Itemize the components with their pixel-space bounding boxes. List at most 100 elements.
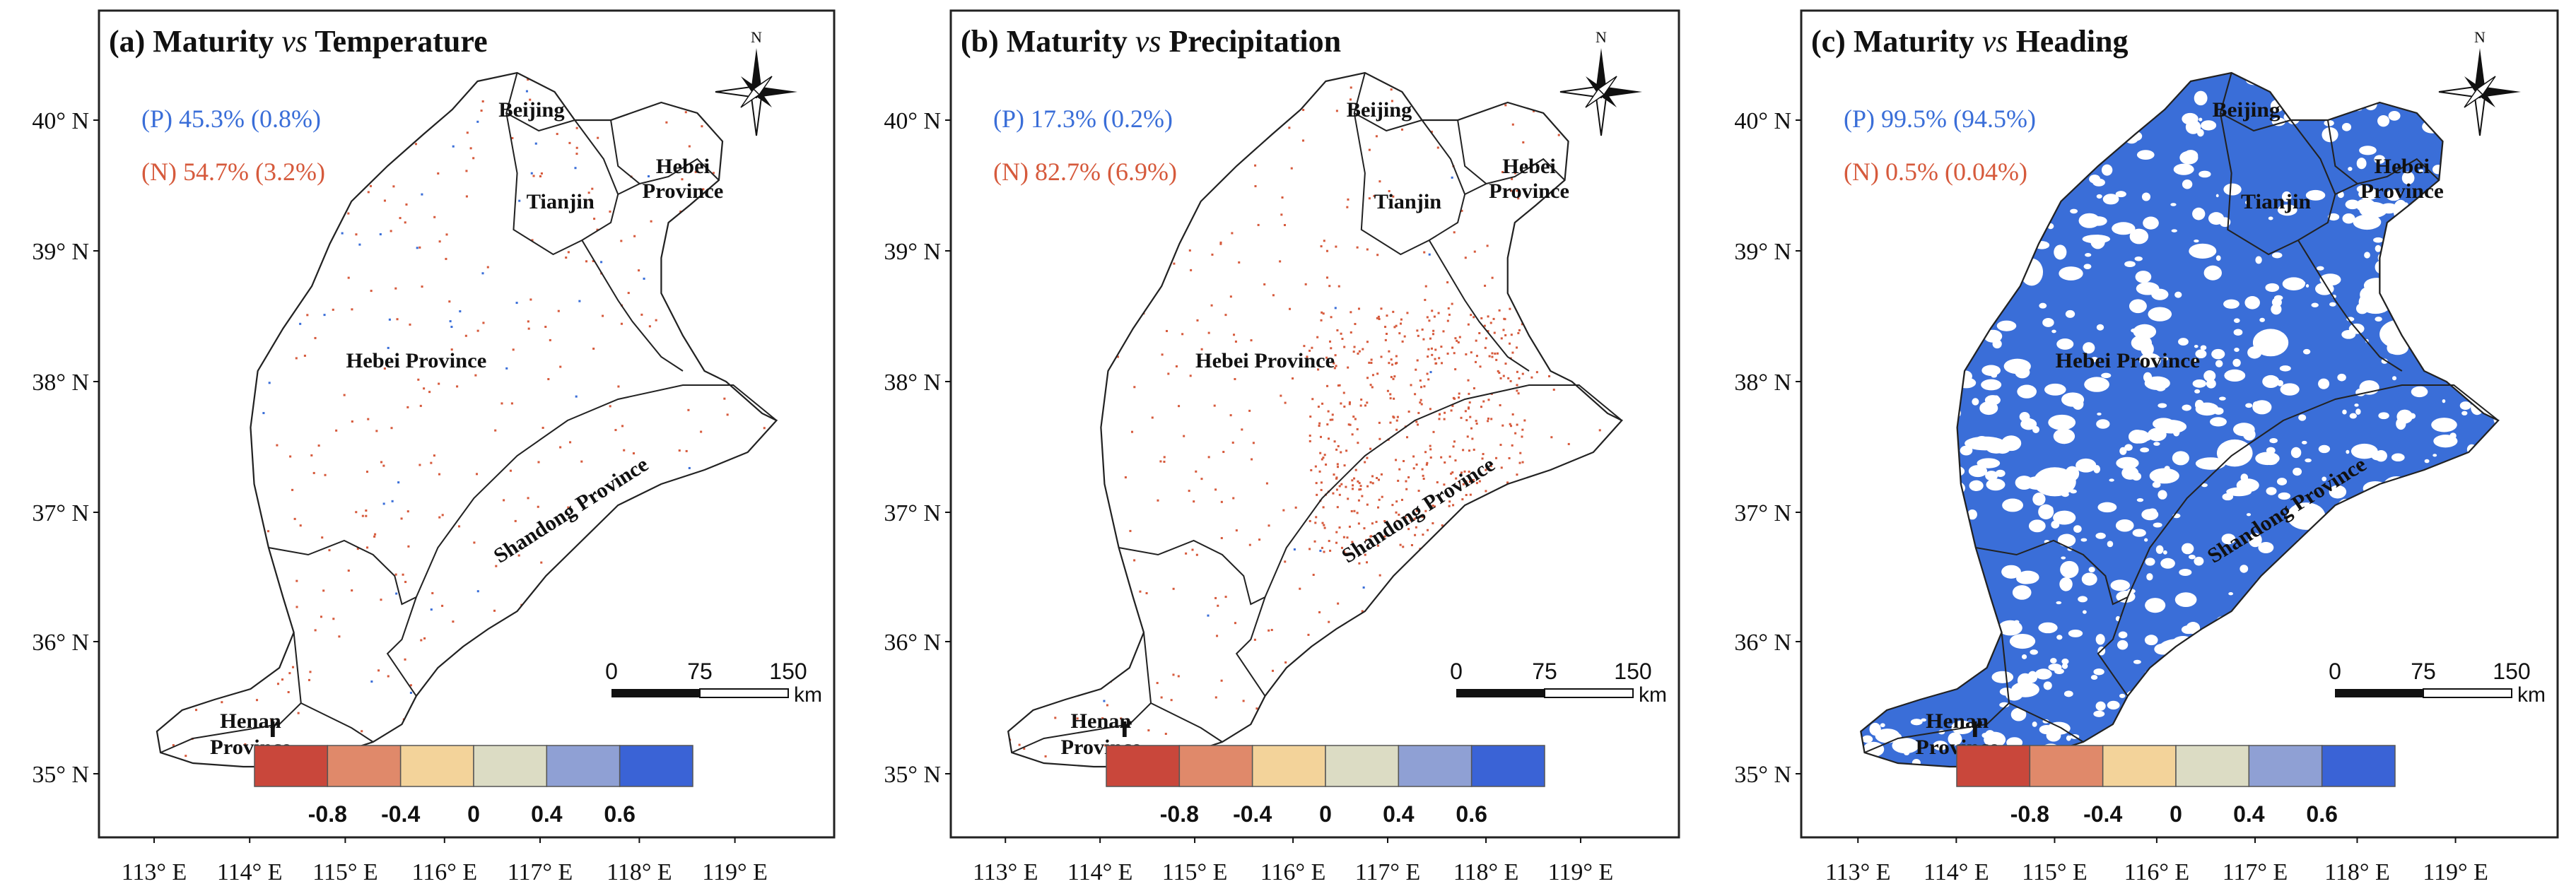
- gap-pixel: [2240, 565, 2249, 573]
- negative-pixel: [655, 319, 657, 322]
- positive-pixel: [388, 318, 391, 321]
- negative-pixel: [1518, 329, 1521, 331]
- negative-pixel: [1331, 413, 1334, 416]
- negative-pixel: [1422, 474, 1424, 477]
- negative-pixel: [347, 570, 350, 572]
- negative-pixel: [406, 406, 409, 408]
- negative-pixel: [650, 220, 652, 223]
- gap-pixel: [2109, 478, 2114, 482]
- negative-pixel: [1357, 352, 1359, 355]
- gap-pixel: [2233, 318, 2240, 323]
- negative-pixel: [1357, 522, 1360, 525]
- negative-pixel: [1224, 596, 1227, 599]
- negative-pixel: [1436, 481, 1439, 484]
- negative-pixel: [1254, 184, 1257, 187]
- negative-pixel: [1377, 315, 1380, 318]
- negative-pixel: [1251, 458, 1253, 461]
- negative-pixel: [1346, 206, 1349, 208]
- negative-pixel: [531, 239, 534, 242]
- gap-pixel: [2020, 418, 2037, 430]
- gap-pixel: [2088, 567, 2095, 573]
- negative-pixel: [1315, 516, 1318, 519]
- negative-pixel: [1207, 456, 1210, 459]
- negative-pixel: [1360, 399, 1363, 401]
- gap-pixel: [2021, 654, 2027, 659]
- negative-pixel: [1233, 334, 1236, 336]
- legend-swatch: [2175, 745, 2250, 787]
- gap-pixel: [2271, 252, 2283, 259]
- negative-pixel: [1422, 534, 1424, 536]
- negative-pixel: [559, 446, 562, 449]
- negative-pixel: [1329, 418, 1332, 421]
- negative-pixel: [1365, 538, 1368, 541]
- negative-pixel: [1195, 470, 1198, 473]
- negative-pixel: [1480, 317, 1483, 319]
- lat-label: 40° N: [884, 108, 941, 134]
- region-label: Beijing: [2213, 98, 2281, 122]
- negative-pixel: [1177, 675, 1180, 678]
- negative-pixel: [1598, 429, 1601, 432]
- negative-pixel: [465, 170, 468, 172]
- gap-pixel: [2280, 383, 2300, 396]
- negative-pixel: [1407, 476, 1410, 478]
- gap-pixel: [1981, 379, 2002, 391]
- gap-pixel: [2112, 222, 2136, 235]
- negative-pixel: [1263, 283, 1266, 285]
- negative-pixel: [1491, 276, 1494, 279]
- negative-pixel: [1375, 521, 1378, 524]
- negative-pixel: [438, 240, 441, 243]
- positive-pixel: [397, 481, 400, 484]
- negative-pixel: [1133, 386, 1136, 389]
- positive-pixel: [1103, 700, 1106, 702]
- negative-pixel: [1424, 298, 1427, 301]
- gap-pixel: [2173, 163, 2194, 175]
- gap-pixel: [2201, 483, 2208, 488]
- negative-pixel: [1257, 223, 1260, 226]
- negative-pixel: [1500, 337, 1503, 340]
- negative-pixel: [1232, 497, 1235, 500]
- gap-pixel: [2051, 520, 2060, 529]
- gap-pixel: [2050, 658, 2057, 664]
- negative-pixel: [1499, 444, 1502, 447]
- negative-pixel: [1309, 415, 1312, 418]
- negative-pixel: [532, 175, 535, 177]
- negative-pixel: [1333, 367, 1336, 370]
- gap-pixel: [2255, 256, 2262, 264]
- lon-label: 115° E: [2022, 859, 2088, 885]
- gap-pixel: [2258, 541, 2274, 553]
- positive-pixel: [370, 680, 373, 683]
- negative-pixel: [1442, 330, 1445, 333]
- legend-tick: -0.8: [308, 801, 347, 827]
- gap-pixel: [2408, 413, 2416, 419]
- positive-pixel: [1293, 548, 1296, 551]
- negative-pixel: [1167, 372, 1170, 375]
- lon-label: 114° E: [217, 859, 283, 885]
- region-label: Tianjin: [527, 189, 595, 213]
- negative-pixel: [723, 397, 726, 400]
- negative-pixel: [421, 285, 423, 288]
- negative-pixel: [1483, 324, 1486, 327]
- negative-pixel: [591, 187, 594, 190]
- negative-pixel: [1470, 314, 1473, 317]
- negative-pixel: [1321, 546, 1323, 549]
- negative-pixel: [312, 471, 315, 474]
- gap-pixel: [2133, 324, 2157, 339]
- negative-pixel: [1473, 448, 1475, 451]
- negative-pixel: [380, 461, 383, 464]
- negative-pixel: [1319, 452, 1322, 454]
- negative-pixel: [1454, 368, 1457, 371]
- negative-pixel: [1216, 635, 1219, 637]
- gap-pixel: [2174, 592, 2197, 608]
- gap-pixel: [2095, 634, 2105, 645]
- negative-pixel: [1193, 500, 1195, 503]
- gap-pixel: [2032, 721, 2037, 727]
- gap-pixel: [2266, 487, 2277, 495]
- lat-label: 35° N: [32, 762, 89, 788]
- negative-pixel: [1405, 480, 1407, 483]
- negative-pixel: [1214, 488, 1217, 491]
- gap-pixel: [2329, 485, 2347, 499]
- legend-tick: -0.4: [2083, 801, 2122, 827]
- negative-pixel: [1468, 471, 1470, 473]
- negative-pixel: [1353, 509, 1356, 512]
